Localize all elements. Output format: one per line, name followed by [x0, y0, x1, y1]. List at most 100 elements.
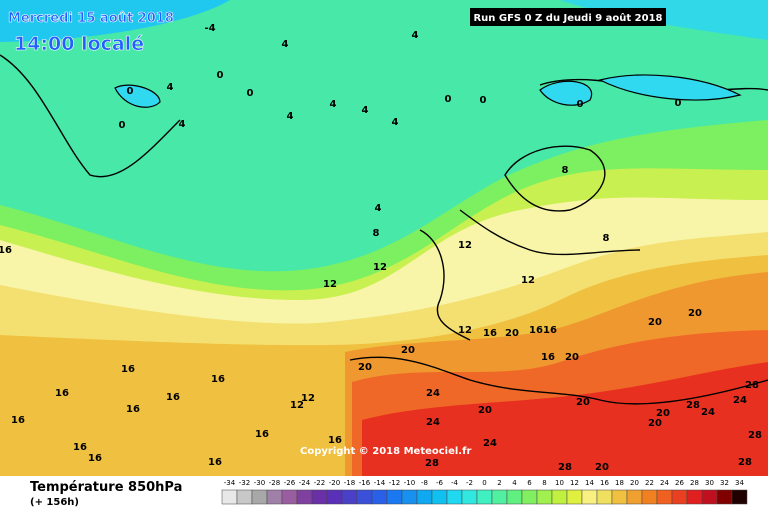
- legend-swatch: [326, 489, 343, 505]
- legend-tick-label: 0: [482, 479, 486, 487]
- legend-tick-label: 30: [705, 479, 714, 487]
- legend-tick-label: 32: [720, 479, 729, 487]
- legend-tick-label: -32: [239, 479, 250, 487]
- run-info: Run GFS 0 Z du Jeudi 9 août 2018: [473, 12, 662, 24]
- legend-tick-label: -30: [254, 479, 265, 487]
- band: [362, 362, 768, 476]
- date: Mercredi 15 août 2018: [8, 11, 174, 26]
- contour-label: 16: [255, 429, 269, 440]
- legend-swatch: [251, 489, 268, 505]
- contour-label: 24: [701, 407, 715, 418]
- contour-label: 24: [426, 417, 440, 428]
- colorbar: -34 -32 -30 -28 -26 -24 -22 -20 -18 -16 -14 -12 -10-…: [221, 479, 748, 505]
- legend-swatch: [641, 489, 658, 505]
- contour-label: 28: [558, 462, 572, 473]
- contour-label: 12: [290, 400, 304, 411]
- contour-label: 12: [458, 240, 472, 251]
- legend-tick-label: 24: [660, 479, 669, 487]
- legend-tick-label: -28: [269, 479, 280, 487]
- legend-tick-label: -4: [451, 479, 459, 487]
- contour-label: 4: [330, 99, 337, 110]
- footer-title: Température 850hPa: [30, 480, 182, 495]
- contour-label: 16: [543, 325, 557, 336]
- contour-label: 20: [648, 317, 662, 328]
- contour-label: 20: [478, 405, 492, 416]
- contour-label: 8: [562, 165, 569, 176]
- legend-swatch: [236, 489, 253, 505]
- contour-label: 24: [733, 395, 747, 406]
- legend-tick-label: 4: [512, 479, 517, 487]
- legend-tick-label: -24: [299, 479, 311, 487]
- legend-swatch: [401, 489, 418, 505]
- legend-swatch: [461, 489, 478, 505]
- legend-tick-label: -10: [404, 479, 415, 487]
- footer-lead: (+ 156h): [30, 497, 79, 508]
- contour-label: 28: [748, 430, 762, 441]
- contour-label: 28: [745, 380, 759, 391]
- legend-swatch: [506, 489, 523, 505]
- contour-label: 0: [577, 99, 584, 110]
- cold-band: [0, 0, 230, 42]
- contour-label: 16: [166, 392, 180, 403]
- legend-tick-label: -14: [374, 479, 386, 487]
- copyright: Copyright © 2018 Meteociel.fr: [300, 446, 471, 457]
- contour-label: 20: [648, 418, 662, 429]
- legend-tick-label: -12: [389, 479, 400, 487]
- legend-tick-label: 18: [615, 479, 624, 487]
- contour-label: 12: [521, 275, 535, 286]
- legend-swatch: [581, 489, 598, 505]
- legend-tick-label: -2: [466, 479, 473, 487]
- contour-label: 12: [373, 262, 387, 273]
- contour-label: 4: [282, 39, 289, 50]
- contour-label: 8: [603, 233, 610, 244]
- legend-swatch: [296, 489, 313, 505]
- legend-tick-label: -20: [329, 479, 340, 487]
- contour-label: 16: [88, 453, 102, 464]
- contour-label: 0: [247, 88, 254, 99]
- contour-label: 20: [358, 362, 372, 373]
- legend-tick-label: 26: [675, 479, 684, 487]
- legend-tick-label: -34: [224, 479, 236, 487]
- contour-label: 0: [445, 94, 452, 105]
- legend-swatch: [731, 489, 748, 505]
- contour-label: 16: [483, 328, 497, 339]
- contour-label: 16: [73, 442, 87, 453]
- legend-swatch: [566, 489, 583, 505]
- contour-label: 4: [287, 111, 294, 122]
- contour-label: 20: [576, 397, 590, 408]
- legend-swatch: [221, 489, 238, 505]
- run-box: [470, 8, 666, 26]
- contour-label: 12: [458, 325, 472, 336]
- contour-label: 0: [675, 98, 682, 109]
- legend-tick-label: 14: [585, 479, 594, 487]
- contour-label: 16: [208, 457, 222, 468]
- contour-label: 0: [127, 86, 134, 97]
- contour-label: 0: [119, 120, 126, 131]
- legend-swatch: [596, 489, 613, 505]
- contour-label: 16: [541, 352, 555, 363]
- contour-label: 4: [179, 119, 186, 130]
- legend-swatch: [716, 489, 733, 505]
- contour-label: 4: [375, 203, 382, 214]
- legend-swatch: [611, 489, 628, 505]
- legend-tick-label: -22: [314, 479, 325, 487]
- coastlines: [0, 54, 768, 405]
- legend-tick-label: 8: [542, 479, 546, 487]
- contour-label: 28: [686, 400, 700, 411]
- contour-label: 16: [0, 245, 12, 256]
- contour-label: 16: [121, 364, 135, 375]
- contour-label: 24: [426, 388, 440, 399]
- contour-label: 20: [505, 328, 519, 339]
- legend-tick-label: -26: [284, 479, 296, 487]
- legend-swatch: [521, 489, 538, 505]
- time: 14:00 localé: [14, 33, 144, 55]
- legend-swatch: [491, 489, 508, 505]
- legend-swatch: [626, 489, 643, 505]
- legend-swatch: [701, 489, 718, 505]
- legend-swatch: [341, 489, 358, 505]
- contour-label: 16: [529, 325, 543, 336]
- legend-tick-label: 2: [497, 479, 501, 487]
- legend-tick-label: -18: [344, 479, 355, 487]
- contour-label: 0: [480, 95, 487, 106]
